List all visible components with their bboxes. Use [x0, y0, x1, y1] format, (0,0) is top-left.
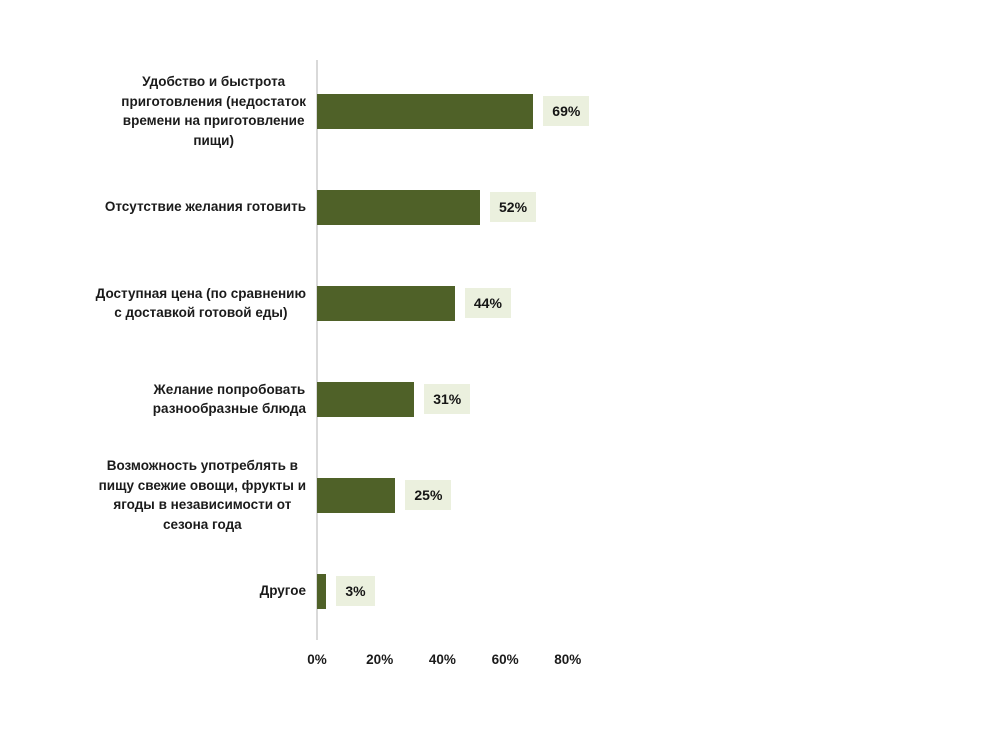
chart-row: Другое 3%: [0, 543, 988, 639]
value-label: 31%: [424, 383, 471, 415]
bar: [317, 573, 327, 609]
bar: [317, 93, 534, 129]
x-axis-tick-labels: 0% 20% 40% 60% 80%: [307, 652, 737, 672]
bar: [317, 381, 415, 417]
bar-track: 3%: [317, 543, 988, 639]
chart-row: Доступная цена (по сравнению с доставкой…: [0, 255, 988, 351]
category-cell: Возможность употреблять в пищу свежие ов…: [0, 447, 317, 543]
chart-row: Желание попробовать разнообразные блюда …: [0, 351, 988, 447]
value-label: 52%: [490, 191, 537, 223]
x-tick-label: 80%: [554, 652, 582, 667]
bar: [317, 477, 396, 513]
bar-track: 31%: [317, 351, 988, 447]
chart-row: Удобство и быстрота приготовления (недос…: [0, 63, 988, 159]
bar-track: 52%: [317, 159, 988, 255]
chart-rows: Удобство и быстрота приготовления (недос…: [0, 63, 988, 639]
bar: [317, 285, 455, 321]
x-tick-label: 60%: [491, 652, 519, 667]
chart-row: Отсутствие желания готовить 52%: [0, 159, 988, 255]
value-label: 3%: [336, 575, 375, 607]
category-label: Другое: [259, 583, 306, 599]
category-label: Возможность употреблять в пищу свежие ов…: [98, 458, 306, 532]
x-tick-label: 20%: [366, 652, 394, 667]
x-tick-label: 40%: [428, 652, 456, 667]
category-label: Отсутствие желания готовить: [104, 199, 306, 215]
category-label: Удобство и быстрота приготовления (недос…: [121, 74, 306, 148]
category-cell: Желание попробовать разнообразные блюда: [0, 351, 317, 447]
category-cell: Другое: [0, 543, 317, 639]
x-tick-label: 0%: [307, 652, 327, 667]
category-cell: Отсутствие желания готовить: [0, 159, 317, 255]
chart-row: Возможность употреблять в пищу свежие ов…: [0, 447, 988, 543]
bar-track: 44%: [317, 255, 988, 351]
value-label: 69%: [543, 95, 590, 127]
bar-track: 25%: [317, 447, 988, 543]
category-axis-line: [316, 60, 318, 640]
category-cell: Удобство и быстрота приготовления (недос…: [0, 63, 317, 159]
category-cell: Доступная цена (по сравнению с доставкой…: [0, 255, 317, 351]
category-label: Доступная цена (по сравнению с доставкой…: [95, 285, 306, 321]
value-label: 44%: [464, 287, 511, 319]
bar: [317, 189, 480, 225]
value-label: 25%: [405, 479, 452, 511]
category-label: Желание попробовать разнообразные блюда: [152, 381, 306, 417]
bar-track: 69%: [317, 63, 988, 159]
